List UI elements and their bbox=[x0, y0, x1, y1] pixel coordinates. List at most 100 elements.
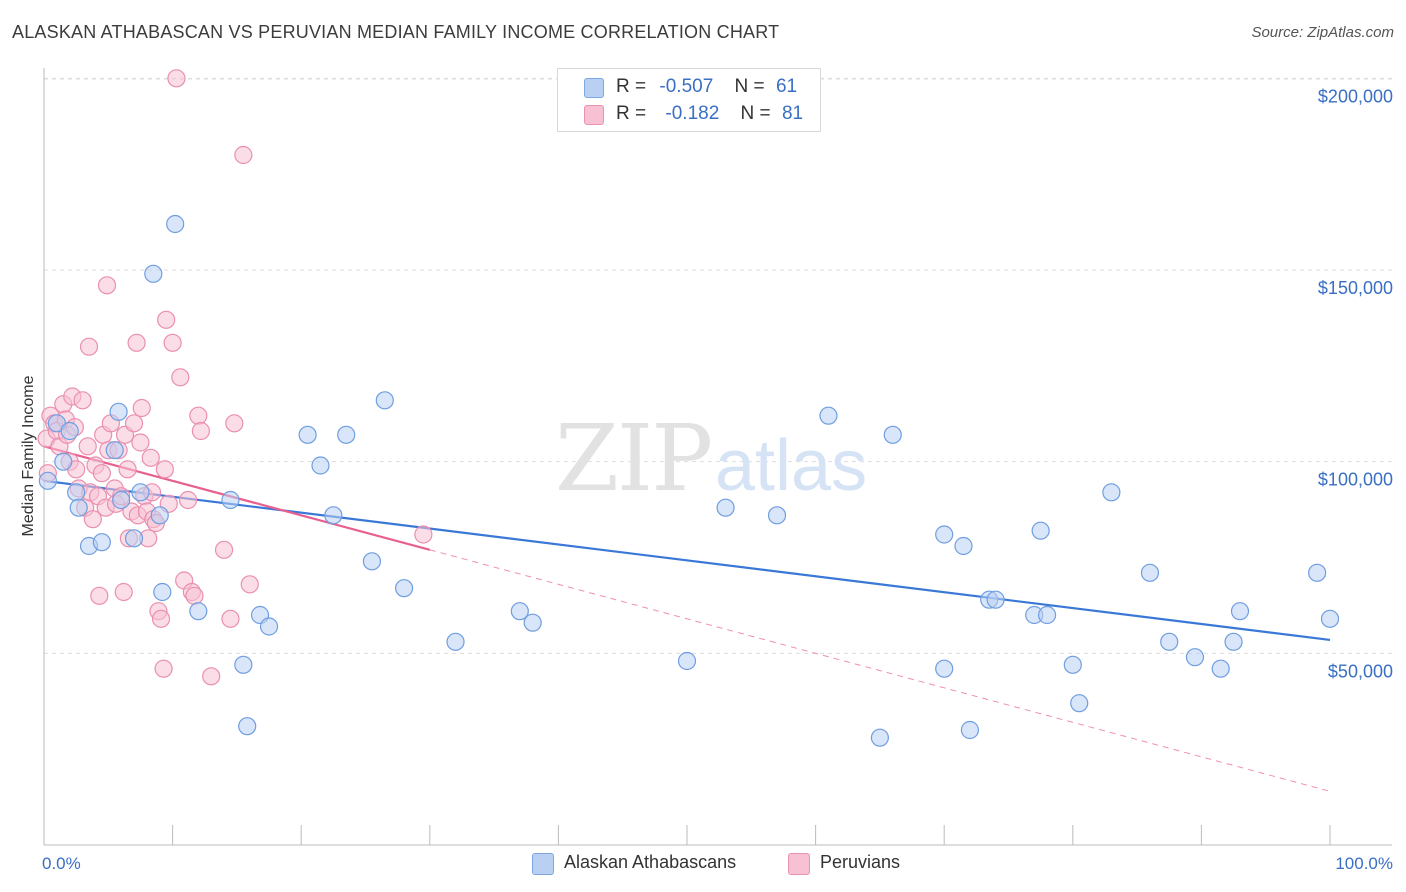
athabascan-point bbox=[883, 425, 902, 444]
athabascan-point bbox=[150, 506, 169, 525]
athabascan-point bbox=[153, 582, 172, 602]
legend-swatch-pink bbox=[788, 853, 810, 875]
peruvian-point bbox=[132, 398, 151, 418]
legend-n-value: 61 bbox=[775, 76, 798, 97]
athabascan-point bbox=[189, 602, 208, 621]
athabascan-trend-line bbox=[43, 479, 1331, 642]
peruvian-point bbox=[141, 448, 160, 467]
athabascan-point bbox=[60, 421, 79, 441]
athabascan-point bbox=[38, 471, 57, 490]
athabascan-point bbox=[109, 402, 128, 421]
athabascan-point bbox=[1224, 632, 1243, 651]
legend-r-label: R = bbox=[616, 103, 647, 124]
peruvian-point bbox=[202, 667, 221, 686]
peruvian-trend-extension bbox=[429, 549, 1331, 792]
peruvian-point bbox=[114, 582, 133, 602]
chart-title: ALASKAN ATHABASCAN VS PERUVIAN MEDIAN FA… bbox=[12, 22, 780, 42]
peruvian-point bbox=[189, 406, 208, 425]
athabascan-point bbox=[124, 529, 144, 548]
peruvian-point bbox=[118, 460, 137, 479]
y-tick-label: $200,000 bbox=[1318, 86, 1393, 106]
peruvian-point bbox=[163, 333, 182, 352]
athabascan-point bbox=[166, 214, 185, 234]
peruvian-point bbox=[185, 586, 204, 605]
watermark-zip: ZIP bbox=[555, 405, 711, 512]
athabascan-point bbox=[523, 613, 542, 632]
y-tick-label: $100,000 bbox=[1318, 470, 1393, 490]
athabascan-point bbox=[394, 579, 414, 598]
peruvian-point bbox=[221, 609, 240, 628]
athabascan-point bbox=[935, 525, 954, 544]
athabascan-point bbox=[1308, 563, 1327, 582]
athabascan-point bbox=[716, 498, 735, 517]
athabascan-point bbox=[67, 483, 86, 502]
peruvian-point bbox=[157, 310, 176, 329]
peruvian-point bbox=[78, 437, 97, 456]
peruvian-point bbox=[97, 276, 117, 295]
athabascan-point bbox=[1070, 694, 1089, 713]
watermark-atlas: atlas bbox=[715, 426, 867, 506]
athabascan-point bbox=[954, 536, 973, 556]
athabascan-point bbox=[1320, 609, 1340, 628]
peruvian-point bbox=[79, 337, 99, 356]
x-tick-label: 0.0% bbox=[42, 854, 81, 873]
legend-swatch-blue bbox=[584, 78, 604, 98]
athabascan-point bbox=[960, 720, 980, 740]
legend-n-label: N = bbox=[734, 76, 765, 97]
y-tick-label: $150,000 bbox=[1318, 278, 1393, 298]
peruvian-point bbox=[240, 575, 259, 594]
athabascan-point bbox=[92, 533, 111, 552]
y-axis-title: Median Family Income bbox=[20, 375, 37, 536]
athabascan-point bbox=[131, 483, 150, 502]
athabascan-point bbox=[112, 490, 131, 510]
legend-n-label: N = bbox=[740, 103, 771, 124]
athabascan-point bbox=[259, 617, 279, 636]
athabascan-point bbox=[311, 456, 330, 475]
athabascan-point bbox=[1063, 655, 1082, 674]
athabascan-point bbox=[298, 425, 317, 444]
athabascan-point bbox=[446, 632, 465, 651]
peruvian-point bbox=[92, 464, 111, 483]
athabascan-point bbox=[69, 498, 88, 517]
athabascan-point bbox=[362, 552, 382, 571]
athabascan-point bbox=[238, 717, 257, 736]
legend-label-athabascans: Alaskan Athabascans bbox=[564, 852, 737, 872]
legend-r-value: -0.182 bbox=[665, 103, 720, 124]
athabascan-point bbox=[677, 651, 697, 671]
peruvian-point bbox=[225, 414, 244, 433]
peruvian-point bbox=[127, 333, 146, 352]
athabascan-point bbox=[337, 425, 356, 444]
peruvian-point bbox=[214, 540, 234, 559]
peruvian-point bbox=[73, 391, 92, 410]
athabascan-point bbox=[144, 264, 163, 283]
peruvian-point bbox=[124, 414, 144, 433]
athabascan-point bbox=[1140, 563, 1160, 582]
peruvian-point bbox=[154, 659, 173, 678]
athabascan-point bbox=[1037, 605, 1057, 625]
peruvian-point bbox=[151, 609, 171, 628]
peruvian-point bbox=[90, 586, 109, 605]
legend-r-label: R = bbox=[616, 76, 647, 97]
peruvian-point bbox=[178, 490, 198, 510]
athabascan-point bbox=[54, 452, 73, 471]
x-tick-label: 100.0% bbox=[1335, 854, 1393, 873]
athabascan-point bbox=[221, 490, 240, 510]
legend-label-peruvians: Peruvians bbox=[820, 852, 901, 872]
athabascan-point bbox=[1211, 659, 1230, 678]
athabascan-point bbox=[324, 506, 343, 525]
legend-n-value: 81 bbox=[781, 103, 804, 124]
athabascan-point bbox=[510, 602, 529, 621]
athabascan-point bbox=[375, 391, 394, 410]
athabascan-point bbox=[819, 406, 838, 425]
athabascan-point bbox=[105, 441, 124, 460]
athabascan-point bbox=[234, 655, 253, 674]
athabascan-point bbox=[767, 506, 787, 525]
gridlines bbox=[44, 77, 1395, 654]
legend-swatch-blue bbox=[532, 853, 554, 875]
peruvian-point bbox=[167, 69, 186, 88]
peruvian-point bbox=[131, 433, 150, 452]
athabascan-point bbox=[1160, 632, 1179, 651]
y-tick-label: $50,000 bbox=[1328, 661, 1393, 681]
athabascan-point bbox=[1102, 483, 1121, 502]
